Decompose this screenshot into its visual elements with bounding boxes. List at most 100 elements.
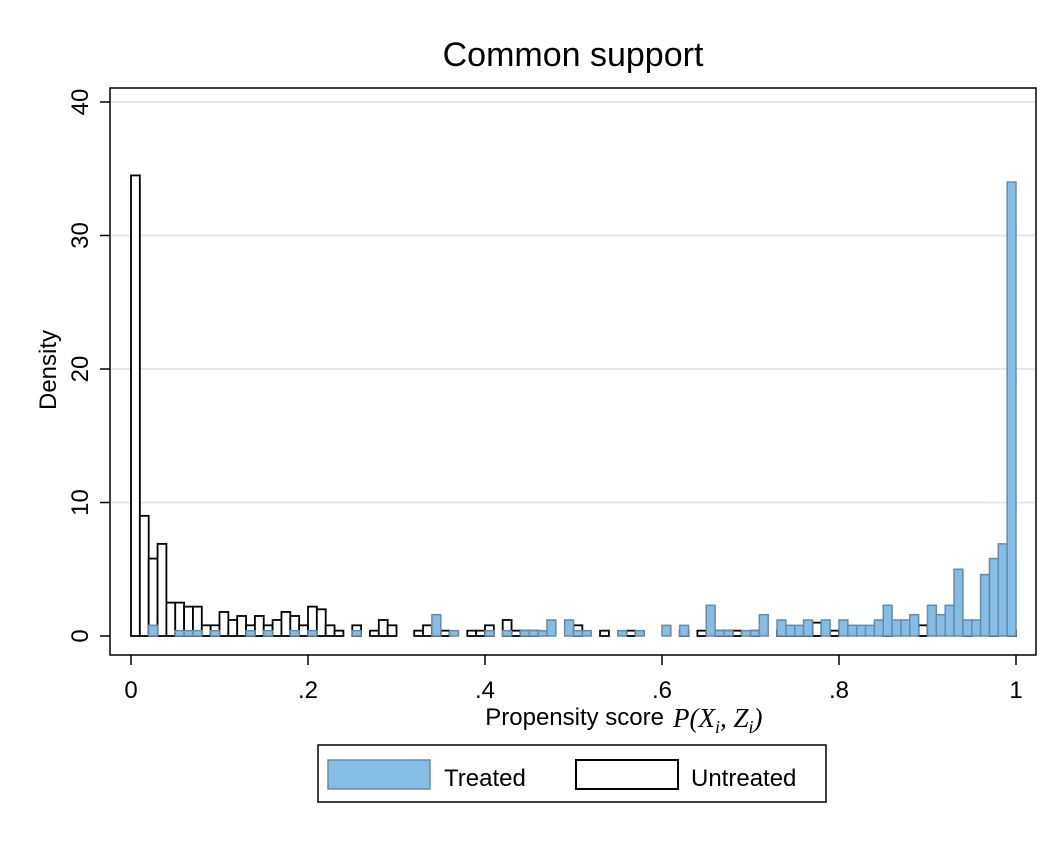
- treated-bar: [448, 629, 460, 637]
- untreated-bar: [466, 629, 478, 637]
- treated-bar: [209, 629, 221, 637]
- untreated-bar: [439, 629, 451, 637]
- y-tick-label: 0: [67, 629, 94, 642]
- treated-bar: [705, 604, 716, 637]
- treated-bar: [802, 619, 814, 637]
- legend-swatch-treated: [327, 759, 431, 790]
- treated-bar: [776, 619, 787, 637]
- treated-bar: [617, 629, 628, 637]
- treated-bar: [528, 629, 539, 637]
- treated-bar: [749, 629, 761, 637]
- chart-title: Common support: [443, 36, 704, 74]
- treated-bar: [351, 629, 362, 637]
- treated-bar: [1006, 181, 1017, 637]
- untreated-bar: [811, 621, 823, 637]
- treated-bar: [855, 624, 867, 637]
- untreated-bar: [422, 624, 433, 637]
- untreated-bar: [298, 624, 309, 637]
- untreated-bar: [218, 611, 230, 637]
- untreated-bar: [138, 514, 150, 637]
- untreated-bar: [377, 619, 389, 637]
- treated-bar: [431, 613, 442, 637]
- untreated-bar: [236, 615, 247, 637]
- untreated-bar: [696, 629, 708, 637]
- untreated-bar: [917, 624, 929, 637]
- untreated-bar: [829, 629, 840, 637]
- treated-bar: [935, 613, 946, 637]
- treated-bar: [263, 629, 274, 637]
- treated-bar: [864, 624, 876, 637]
- untreated-bar: [156, 542, 168, 637]
- treated-bar: [962, 619, 973, 637]
- x-tick-label: 0: [124, 677, 137, 704]
- treated-bar: [714, 629, 725, 637]
- treated-bar: [740, 629, 752, 637]
- untreated-bar: [386, 624, 398, 637]
- x-tick-label: 1: [1009, 677, 1022, 704]
- treated-bar: [900, 619, 911, 637]
- untreated-bar: [165, 601, 177, 637]
- treated-bar: [572, 629, 584, 637]
- untreated-bar: [731, 629, 743, 637]
- treated-bar: [501, 629, 513, 637]
- plot-frame: [109, 87, 1037, 656]
- legend-swatch-untreated: [575, 759, 679, 790]
- treated-bar: [661, 624, 672, 637]
- treated-bar: [307, 629, 318, 637]
- y-tick-label: 40: [67, 89, 94, 116]
- untreated-bar: [599, 629, 610, 637]
- treated-bar: [546, 619, 557, 637]
- treated-bar: [944, 604, 955, 637]
- untreated-bar: [280, 611, 292, 637]
- treated-bar: [979, 573, 991, 637]
- y-tick-label: 30: [67, 222, 94, 249]
- treated-bar: [245, 629, 256, 637]
- untreated-bar: [253, 615, 265, 637]
- treated-bar: [988, 557, 1000, 637]
- legend: Treated Untreated: [317, 744, 827, 803]
- treated-bar: [997, 543, 1008, 637]
- x-axis-label: Propensity score: [485, 704, 664, 731]
- y-axis-ticks: 0 10 20 30 40: [67, 89, 110, 643]
- treated-bar: [289, 629, 300, 637]
- legend-label-untreated: Untreated: [691, 765, 796, 792]
- x-tick-label: .2: [298, 677, 318, 704]
- gridlines: [111, 101, 1035, 504]
- treated-bar: [174, 629, 185, 637]
- untreated-bar: [413, 629, 424, 637]
- untreated-bar: [510, 629, 522, 637]
- untreated-bar: [130, 174, 141, 637]
- treated-bar: [519, 629, 531, 637]
- untreated-bar: [315, 608, 327, 637]
- untreated-bar: [369, 629, 380, 637]
- untreated-bar: [333, 629, 345, 637]
- legend-label-treated: Treated: [444, 765, 526, 792]
- treated-bar: [838, 619, 849, 637]
- untreated-bar: [625, 629, 637, 637]
- treated-bar: [147, 624, 159, 637]
- treated-bar: [634, 629, 646, 637]
- treated-bar: [537, 629, 548, 637]
- treated-bar: [723, 629, 734, 637]
- treated-bar: [794, 624, 805, 637]
- x-axis-ticks: 0 .2 .4 .6 .8 1: [124, 655, 1023, 704]
- untreated-bar: [475, 629, 486, 637]
- treated-bar: [926, 604, 938, 637]
- untreated-bar: [227, 619, 239, 637]
- treated-bar: [953, 568, 964, 637]
- x-tick-label: .8: [829, 677, 849, 704]
- untreated-bar: [271, 619, 283, 637]
- treated-bar: [820, 619, 831, 637]
- untreated-bar: [324, 624, 336, 637]
- treated-bar: [847, 624, 858, 637]
- treated-bar: [678, 624, 690, 637]
- y-tick-label: 20: [67, 356, 94, 383]
- treated-bar: [484, 629, 495, 637]
- treated-bar: [581, 629, 592, 637]
- treated-bar: [192, 629, 203, 637]
- treated-bar: [891, 619, 902, 637]
- treated-bar: [882, 604, 893, 637]
- treated-bar: [971, 619, 982, 637]
- x-tick-label: .4: [475, 677, 495, 704]
